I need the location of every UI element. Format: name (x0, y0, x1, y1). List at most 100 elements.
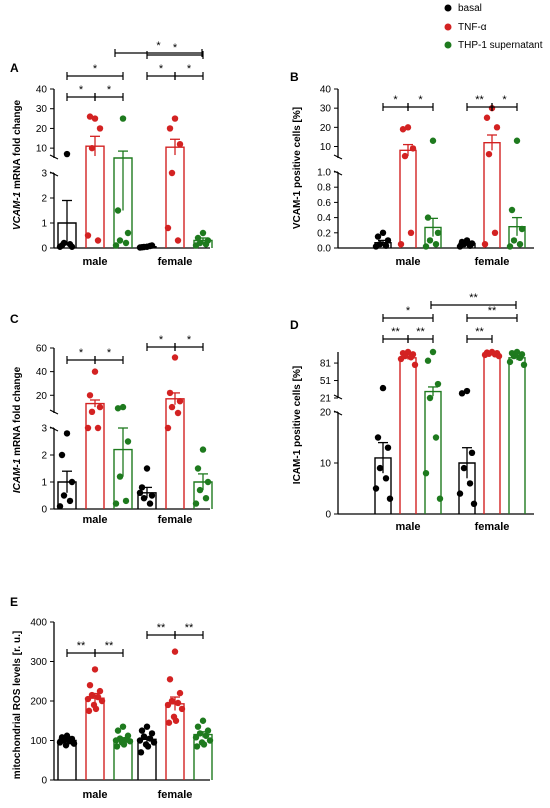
data-point (202, 732, 210, 739)
y-tick-label: 40 (320, 85, 332, 96)
bar-TNF-α-male (399, 357, 417, 514)
data-point (114, 727, 122, 734)
data-point (146, 500, 154, 507)
data-point (407, 229, 415, 236)
data-point (84, 424, 92, 432)
data-point (376, 464, 384, 472)
data-point (424, 357, 432, 364)
data-point (506, 243, 514, 250)
data-point (199, 229, 207, 237)
data-point (116, 473, 124, 480)
data-point (202, 495, 210, 502)
data-point (164, 701, 172, 709)
data-point (168, 403, 176, 411)
data-point (436, 495, 444, 502)
data-point (96, 687, 104, 695)
data-point (68, 478, 76, 486)
data-point (485, 150, 493, 158)
data-point (411, 361, 419, 369)
y-tick-label: 30 (36, 104, 48, 115)
category-label-female: female (475, 256, 510, 268)
y-axis-label-text: mRNA fold change (12, 366, 23, 456)
y-tick-label: 400 (30, 618, 47, 629)
y-tick-label: 2 (41, 194, 47, 205)
data-point (382, 242, 390, 249)
data-point (116, 237, 124, 244)
bar-TNF-α-female (483, 353, 501, 514)
panel-E: E 0 100 200 300 400 mitochondrial ROS levels [… (10, 595, 214, 801)
sig-label: * (187, 334, 192, 346)
bar-TNF-α-female (165, 146, 185, 248)
data-point (124, 229, 132, 237)
y-tick-label: 10 (36, 144, 48, 155)
data-point (166, 676, 174, 683)
data-point (384, 444, 392, 451)
sig-label: * (93, 63, 98, 75)
data-point (397, 355, 405, 363)
data-point (91, 115, 99, 122)
data-point (510, 237, 518, 244)
sig-label: ** (105, 640, 114, 652)
category-label-female: female (158, 789, 193, 801)
data-point (112, 500, 120, 507)
sig-label: * (159, 334, 164, 346)
data-point (372, 243, 380, 250)
data-point (150, 739, 158, 746)
data-point (483, 114, 491, 121)
data-point (460, 464, 468, 472)
y-tick-label: 20 (36, 391, 48, 402)
y-tick-label: 0.0 (317, 244, 331, 255)
y-tick-label: 81 (320, 359, 332, 370)
y-tick-label: 20 (36, 124, 48, 135)
y-tick-label: 1.0 (317, 168, 331, 179)
data-point (63, 430, 71, 437)
data-point (171, 354, 179, 361)
sig-label: * (159, 63, 164, 75)
data-point (88, 144, 96, 152)
sig-label: * (173, 42, 178, 54)
data-point (56, 243, 64, 250)
data-point (192, 242, 200, 249)
data-point (491, 229, 499, 236)
data-point (70, 740, 78, 747)
data-point (176, 397, 184, 405)
sig-label: * (79, 347, 84, 359)
y-tick-label: 21 (320, 394, 332, 405)
data-point (60, 492, 68, 499)
data-point (136, 737, 144, 744)
bar-THP-1 supernatant-male (424, 390, 442, 514)
legend-label-0: basal (458, 3, 482, 14)
data-point (174, 699, 182, 707)
data-point (98, 697, 106, 705)
data-point (88, 408, 96, 416)
y-tick-label: 3 (41, 169, 47, 180)
data-point (64, 735, 72, 742)
y-tick-label: 60 (36, 344, 48, 355)
data-point (57, 737, 65, 745)
sig-label: ** (391, 326, 400, 338)
data-point (199, 717, 207, 724)
category-label-male: male (395, 521, 420, 533)
y-tick-label: 300 (30, 657, 47, 668)
data-point (138, 484, 146, 491)
sig-label: * (107, 84, 112, 96)
y-tick-label: 51 (320, 376, 332, 387)
data-point (62, 742, 70, 749)
y-tick-label: 0 (41, 505, 47, 516)
y-axis-label-gene: ICAM-1 (12, 456, 23, 493)
data-point (94, 424, 102, 432)
bar-TNF-α-female (165, 398, 185, 509)
y-axis-label: mitochondrial ROS levels [r. u.] (12, 631, 23, 779)
data-point (140, 495, 148, 502)
data-point (119, 403, 127, 411)
data-point (374, 233, 382, 240)
data-point (495, 352, 503, 360)
y-tick-label: 10 (320, 142, 332, 153)
data-point (112, 737, 120, 744)
data-point (171, 648, 179, 655)
data-point (206, 737, 214, 744)
data-point (86, 392, 94, 399)
data-point (426, 394, 434, 402)
data-point (136, 489, 144, 496)
data-point (137, 749, 145, 756)
